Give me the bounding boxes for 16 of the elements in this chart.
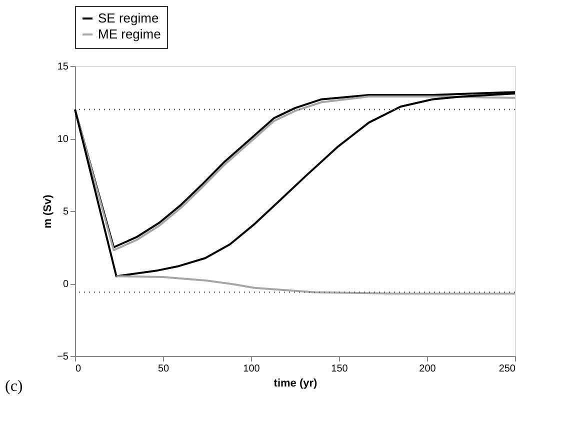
legend-label: SE regime — [98, 10, 159, 26]
x-tick-label: 150 — [331, 364, 348, 374]
text: (c) — [5, 378, 23, 395]
x-tick-label: 0 — [76, 364, 82, 374]
y-tick-label: −5 — [57, 352, 69, 362]
x-axis-title: time (yr) — [274, 378, 318, 390]
y-tick-label: 15 — [57, 62, 69, 72]
y-tick-label: 0 — [62, 279, 69, 290]
y-tick-label: 5 — [62, 206, 69, 218]
legend-label: ME regime — [98, 26, 161, 42]
x-tick-label: 250 — [498, 364, 516, 374]
y-axis-title: m (Sv) — [42, 194, 54, 228]
x-tick-label: 50 — [158, 364, 170, 374]
x-tick-label: 100 — [243, 364, 260, 374]
x-tick-label: 200 — [419, 364, 436, 374]
y-tick-label: 10 — [57, 134, 69, 145]
